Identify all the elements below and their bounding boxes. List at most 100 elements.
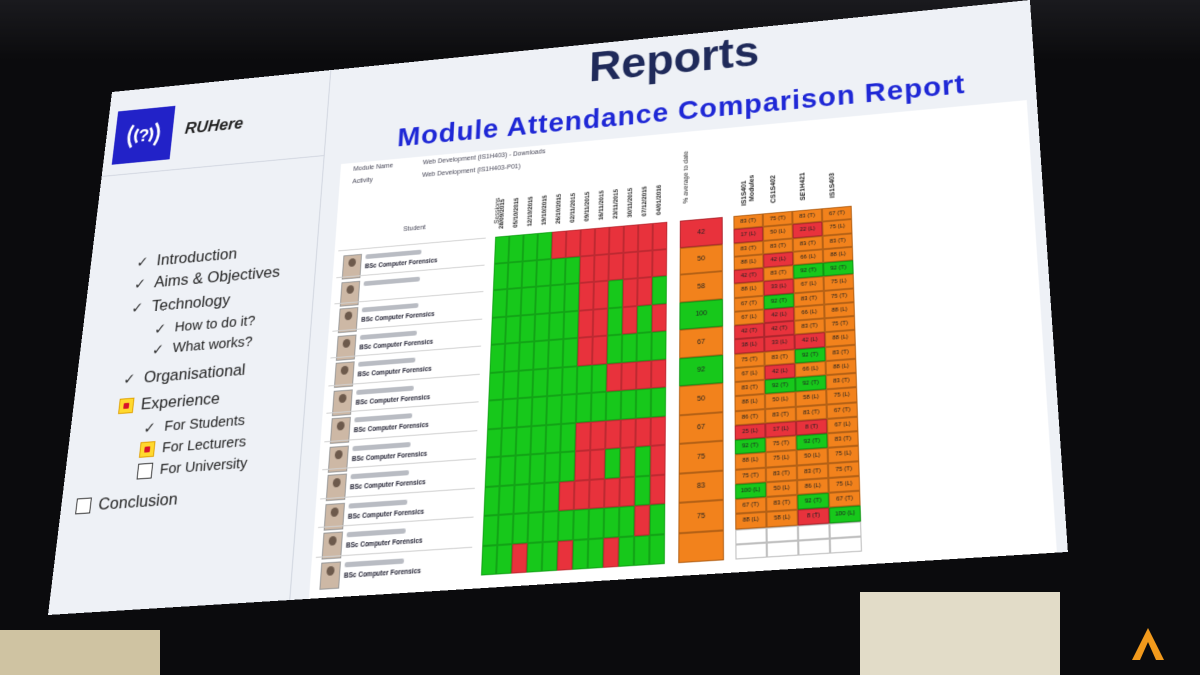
attendance-cell: [482, 514, 499, 546]
attendance-cell: [531, 396, 548, 426]
attendance-cell: [621, 333, 637, 363]
check-icon: ✓: [122, 371, 136, 389]
attendance-cell: [590, 420, 606, 451]
attendance-cell: [634, 504, 650, 536]
modules-header: Modules: [748, 174, 756, 202]
attendance-cell: [588, 507, 605, 539]
agenda-item-label: Conclusion: [97, 489, 179, 514]
attendance-percent-cell: 42: [679, 216, 723, 248]
attendance-percent-cell: [678, 529, 724, 564]
attendance-cell: [636, 332, 652, 362]
attendance-cell: [557, 509, 574, 541]
attendance-cell: [637, 249, 653, 279]
attendance-cell: [527, 511, 544, 543]
check-icon: ✓: [142, 419, 157, 437]
agenda-list: ✓ Introduction ✓ Aims & Objectives ✓ Technolo…: [75, 238, 318, 515]
attendance-cell: [619, 476, 635, 507]
session-date-header: 19/10/2015: [540, 194, 549, 226]
attendance-cell: [594, 226, 610, 255]
attendance-cell: [650, 444, 666, 476]
stage-banner-right: [860, 592, 1060, 675]
attendance-cell: [489, 343, 506, 373]
attendance-cell: [633, 534, 650, 566]
attendance-cell: [556, 539, 574, 571]
attendance-cell: [499, 455, 516, 486]
agenda-item-label: Experience: [140, 389, 221, 414]
check-icon: ✓: [135, 254, 149, 271]
attendance-cell: [651, 275, 667, 305]
checkbox-icon: [136, 462, 154, 480]
check-icon: ✓: [153, 320, 167, 338]
attendance-cell: [498, 484, 515, 515]
attendance-cell: [520, 286, 537, 316]
attendance-cell: [549, 284, 565, 313]
student-course: BSc Computer Forensics: [343, 567, 422, 580]
redacted-name: [356, 385, 414, 395]
attendance-cell: [545, 423, 562, 454]
attendance-cell: [541, 540, 558, 572]
student-course: BSc Computer Forensics: [351, 450, 428, 463]
attendance-cell: [516, 397, 533, 427]
pct-average-header: % average to date: [682, 150, 690, 204]
attendance-cell: [546, 395, 562, 425]
attendance-cell: [622, 278, 638, 307]
attendance-cell: [651, 330, 667, 361]
attendance-cell: [620, 418, 636, 449]
attendance-cell: [526, 541, 543, 573]
redacted-name: [363, 276, 421, 286]
student-course: BSc Computer Forensics: [349, 479, 426, 492]
attendance-cell: [592, 335, 608, 365]
attendance-cell: [623, 251, 638, 280]
attendance-cell: [650, 387, 667, 417]
attendance-cell: [514, 454, 531, 485]
attendance-cell: [622, 305, 638, 335]
attendance-cell: [590, 391, 607, 422]
module-score-cell: [735, 542, 767, 560]
student-course: BSc Computer Forensics: [353, 421, 429, 435]
attendance-percent-cell: 58: [679, 271, 723, 303]
session-date-header: 09/11/2015: [583, 191, 592, 222]
attendance-cell: [649, 533, 666, 565]
student-course: BSc Computer Forensics: [359, 338, 434, 351]
attendance-report: Module Name Web Development (IS1H403) - …: [308, 100, 1057, 599]
attendance-cell: [651, 303, 667, 333]
agenda-item-label: How to do it?: [173, 312, 256, 336]
attendance-cell: [533, 340, 549, 370]
attendance-cell: [593, 280, 609, 310]
attendance-cell: [652, 248, 668, 277]
banner-logo-icon: [1132, 628, 1164, 660]
attendance-cell: [501, 398, 518, 428]
agenda-item-7: ✓ For Students: [141, 412, 246, 437]
redacted-name: [350, 470, 410, 480]
redacted-name: [358, 357, 416, 367]
agenda-item-6: Experience: [118, 389, 221, 416]
module-code-header: IS1S403: [828, 172, 837, 199]
attendance-cell: [604, 477, 620, 508]
attendance-cell: [576, 364, 593, 394]
projected-slide: ? RUHere Reports Module Attendance Compa…: [47, 0, 1068, 615]
session-date-header: 26/10/2015: [555, 193, 563, 225]
attendance-cell: [578, 309, 594, 338]
attendance-cell: [562, 337, 579, 367]
redacted-name: [346, 528, 406, 538]
svg-text:?: ?: [137, 125, 150, 145]
attendance-cell: [547, 339, 564, 369]
attendance-cell: [536, 231, 553, 260]
attendance-cell: [573, 479, 590, 510]
activity-value: Web Development (IS1H403-P01): [421, 163, 521, 179]
attendance-cell: [620, 389, 637, 420]
attendance-cell: [619, 446, 636, 478]
attendance-cell: [574, 450, 591, 481]
redacted-name: [352, 441, 411, 451]
attendance-cell: [621, 361, 637, 391]
attendance-cell: [591, 363, 607, 393]
attendance-cell: [494, 235, 510, 264]
attendance-percent-cell: 75: [678, 499, 724, 533]
agenda-item-label: For Lecturers: [161, 433, 247, 457]
attendance-cell: [535, 285, 551, 314]
attendance-cell: [547, 366, 563, 397]
attendance-cell: [563, 310, 579, 340]
attendance-cell: [515, 425, 532, 456]
attendance-cell: [490, 316, 507, 345]
attendance-cell: [634, 475, 651, 506]
